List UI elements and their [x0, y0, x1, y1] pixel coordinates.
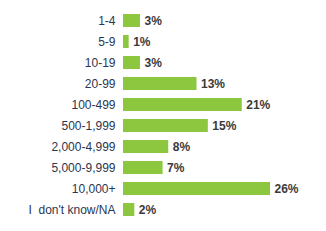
svg-text:10,000+: 10,000+: [72, 182, 116, 196]
svg-text:500-1,999: 500-1,999: [61, 119, 115, 133]
svg-text:7%: 7%: [167, 161, 185, 175]
svg-text:2%: 2%: [139, 203, 157, 217]
svg-text:5-9: 5-9: [98, 35, 116, 49]
svg-text:1%: 1%: [133, 35, 151, 49]
svg-text:100-499: 100-499: [71, 98, 115, 112]
svg-text:I don't know/NA: I don't know/NA: [29, 203, 116, 217]
svg-text:2,000-4,999: 2,000-4,999: [51, 140, 115, 154]
svg-text:3%: 3%: [144, 14, 162, 28]
svg-text:10-19: 10-19: [85, 56, 116, 70]
svg-text:5,000-9,999: 5,000-9,999: [51, 161, 115, 175]
svg-text:8%: 8%: [173, 140, 191, 154]
svg-text:26%: 26%: [275, 182, 299, 196]
svg-text:21%: 21%: [246, 98, 270, 112]
svg-text:15%: 15%: [212, 119, 236, 133]
svg-text:13%: 13%: [201, 77, 225, 91]
svg-text:20-99: 20-99: [85, 77, 116, 91]
svg-text:1-4: 1-4: [98, 14, 116, 28]
svg-text:3%: 3%: [144, 56, 162, 70]
